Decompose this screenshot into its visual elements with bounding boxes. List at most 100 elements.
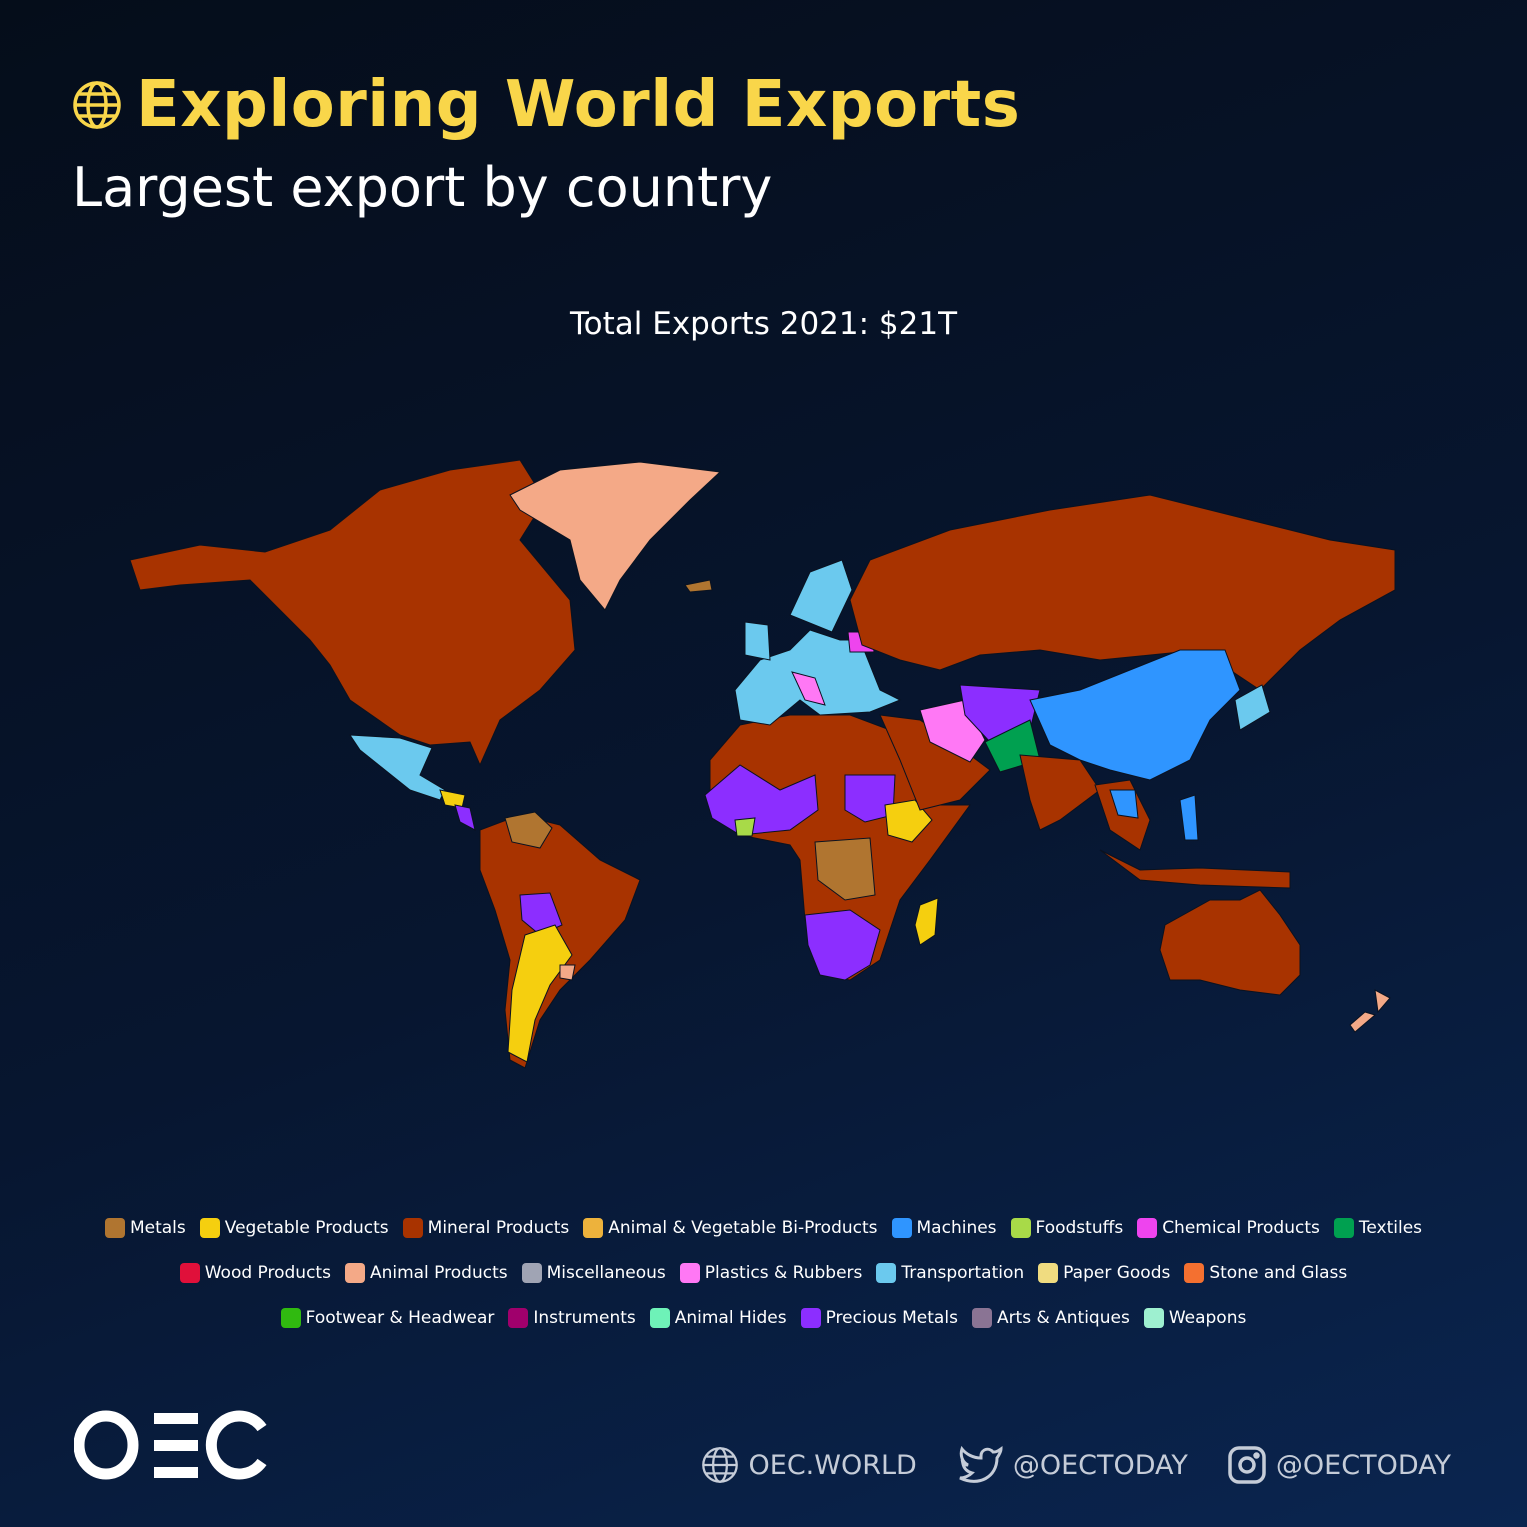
map-region [1159, 889, 1301, 996]
title-text: Exploring World Exports [136, 68, 1021, 142]
legend-swatch [1137, 1217, 1158, 1238]
twitter-handle: @OECTODAY [1012, 1449, 1188, 1481]
legend-item: Footwear & Headwear [280, 1307, 495, 1328]
map-region [884, 799, 933, 843]
map-region [814, 837, 876, 901]
legend-label: Animal Hides [674, 1307, 787, 1328]
map-region [129, 459, 576, 767]
legend-swatch [1184, 1262, 1205, 1283]
map-region [914, 897, 939, 946]
page-subtitle: Largest export by country [72, 156, 773, 219]
legend-label: Instruments [533, 1307, 636, 1328]
legend-swatch [971, 1307, 992, 1328]
legend-row: Metals Vegetable Products Mineral Products… [0, 1205, 1527, 1250]
legend-item: Plastics & Rubbers [679, 1262, 863, 1283]
legend-label: Arts & Antiques [996, 1307, 1130, 1328]
legend-item: Textiles [1333, 1217, 1423, 1238]
instagram-link[interactable]: @OECTODAY [1228, 1446, 1451, 1484]
legend-swatch [800, 1307, 821, 1328]
map-region [1179, 794, 1199, 841]
legend-row: Footwear & Headwear Instruments Animal Hid… [0, 1295, 1527, 1340]
legend-swatch [1333, 1217, 1354, 1238]
map-region [1349, 989, 1391, 1033]
instagram-icon [1228, 1446, 1266, 1484]
map-region [704, 764, 819, 836]
map-region [507, 924, 573, 1063]
legend-label: Transportation [901, 1262, 1025, 1283]
legend-item: Instruments [508, 1307, 636, 1328]
map-region [1029, 649, 1241, 781]
legend-item: Machines [891, 1217, 997, 1238]
legend-swatch [876, 1262, 897, 1283]
legend-item: Animal & Vegetable Bi-Products [583, 1217, 878, 1238]
legend-label: Vegetable Products [224, 1217, 389, 1238]
legend-label: Stone and Glass [1209, 1262, 1348, 1283]
legend-swatch [891, 1217, 912, 1238]
legend-label: Animal Products [369, 1262, 508, 1283]
map-caption: Total Exports 2021: $21T [569, 306, 958, 342]
legend-swatch [1038, 1262, 1059, 1283]
legend-label: Weapons [1168, 1307, 1247, 1328]
legend-swatch [679, 1262, 700, 1283]
legend-item: Mineral Products [402, 1217, 570, 1238]
legend-label: Footwear & Headwear [305, 1307, 495, 1328]
legend: Metals Vegetable Products Mineral Products… [0, 1205, 1527, 1340]
legend-item: Stone and Glass [1184, 1262, 1348, 1283]
legend-label: Precious Metals [825, 1307, 958, 1328]
legend-label: Animal & Vegetable Bi-Products [608, 1217, 878, 1238]
legend-item: Vegetable Products [199, 1217, 389, 1238]
instagram-handle: @OECTODAY [1275, 1449, 1451, 1481]
legend-item: Arts & Antiques [971, 1307, 1130, 1328]
globe-icon [73, 81, 121, 129]
website-text: OEC.WORLD [748, 1449, 917, 1481]
map-region [734, 817, 756, 837]
legend-item: Animal Products [344, 1262, 508, 1283]
map-region [844, 774, 896, 823]
legend-label: Mineral Products [427, 1217, 570, 1238]
legend-swatch [199, 1217, 220, 1238]
legend-swatch [649, 1307, 670, 1328]
map-region [684, 579, 713, 593]
map-region [1099, 849, 1291, 889]
page-title: Exploring World Exports [72, 68, 1020, 142]
legend-item: Wood Products [179, 1262, 331, 1283]
legend-label: Paper Goods [1063, 1262, 1171, 1283]
legend-label: Plastics & Rubbers [704, 1262, 863, 1283]
map-region [849, 494, 1396, 691]
social-links: OEC.WORLD @OECTODAY @OECTODAY [701, 1445, 1451, 1485]
legend-item: Transportation [876, 1262, 1025, 1283]
legend-item: Foodstuffs [1010, 1217, 1123, 1238]
legend-label: Chemical Products [1162, 1217, 1320, 1238]
map-region [504, 811, 553, 849]
map-region [1109, 789, 1139, 819]
website-link[interactable]: OEC.WORLD [701, 1446, 917, 1484]
legend-swatch [1010, 1217, 1031, 1238]
header: Exploring World Exports Largest export b… [72, 68, 1020, 219]
map-region [734, 629, 902, 726]
legend-label: Wood Products [204, 1262, 331, 1283]
map-region [509, 461, 722, 611]
legend-item: Paper Goods [1038, 1262, 1171, 1283]
legend-swatch [104, 1217, 125, 1238]
map-region [559, 964, 576, 981]
map-region [439, 789, 466, 809]
map-region [1234, 684, 1271, 731]
twitter-link[interactable]: @OECTODAY [957, 1445, 1188, 1485]
legend-swatch [344, 1262, 365, 1283]
map-region [804, 909, 881, 981]
legend-label: Miscellaneous [546, 1262, 666, 1283]
legend-item: Miscellaneous [521, 1262, 666, 1283]
legend-swatch [583, 1217, 604, 1238]
legend-item: Precious Metals [800, 1307, 958, 1328]
map-region [791, 671, 826, 706]
legend-item: Animal Hides [649, 1307, 787, 1328]
legend-label: Metals [129, 1217, 186, 1238]
map-region [454, 804, 476, 831]
legend-row: Wood Products Animal Products Miscellaneou… [0, 1250, 1527, 1295]
map-region [789, 559, 853, 633]
legend-swatch [508, 1307, 529, 1328]
legend-swatch [280, 1307, 301, 1328]
map-region [1019, 754, 1101, 831]
legend-swatch [402, 1217, 423, 1238]
legend-label: Textiles [1358, 1217, 1423, 1238]
